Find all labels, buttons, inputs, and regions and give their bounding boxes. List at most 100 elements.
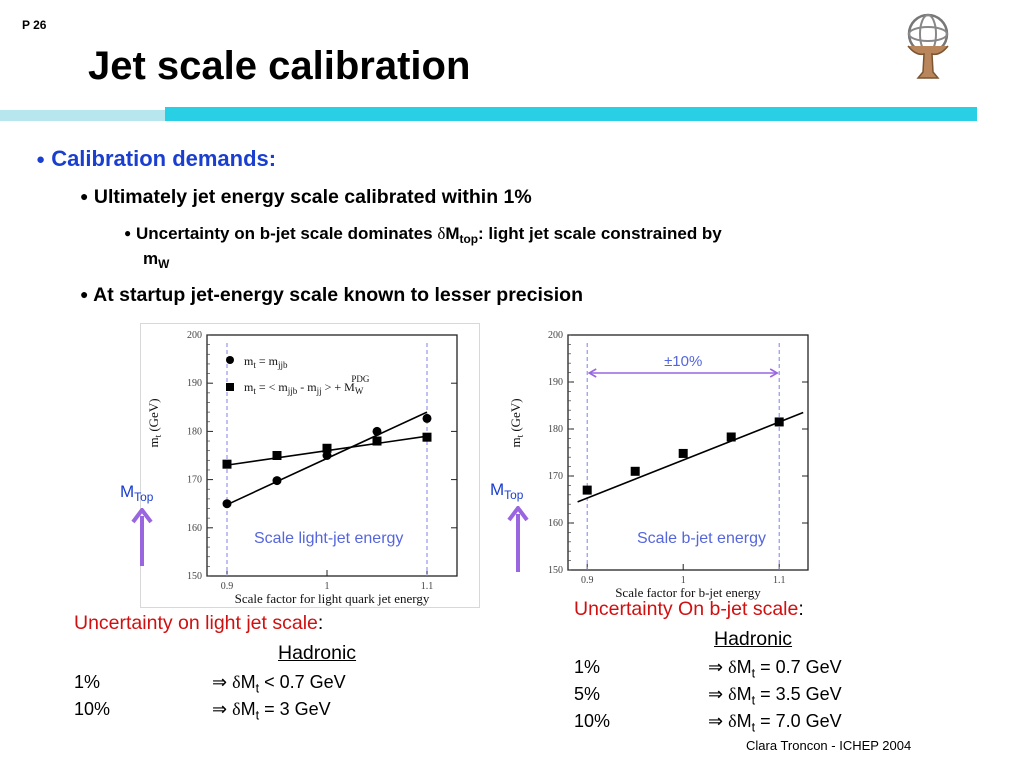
m-symbol: M	[240, 699, 256, 719]
legend-square-marker	[226, 383, 234, 391]
bullet-uncertainty-bjet: ● Uncertainty on b-jet scale dominates δ…	[124, 224, 722, 247]
data-point-circle	[372, 426, 382, 436]
bullet-text: At startup jet-energy scale known to les…	[93, 284, 583, 306]
data-point-square	[678, 448, 688, 458]
data-point-circle	[222, 499, 232, 509]
implies-arrow: ⇒	[708, 684, 724, 704]
data-point-square	[630, 466, 640, 476]
y-tick-label: 160	[187, 523, 202, 534]
uncertainty-percent: 1%	[74, 672, 101, 692]
bullet-calibration-demands: ● Calibration demands:	[36, 146, 276, 172]
implies-arrow: ⇒	[708, 657, 724, 677]
x-tick-label: 1.1	[773, 575, 786, 586]
range-label: ±10%	[664, 353, 702, 370]
subscript-t: t	[751, 693, 756, 708]
mass-value: = 7.0 GeV	[760, 711, 842, 731]
title-rule	[165, 107, 977, 121]
m-symbol: m	[143, 249, 159, 268]
bullet-text: Uncertainty on b-jet scale dominates	[135, 224, 438, 243]
y-axis-label: mt (GeV)	[508, 398, 525, 447]
subscript-top: top	[459, 232, 479, 247]
bullet-text-cont: : light jet scale constrained by	[478, 224, 722, 243]
y-tick-label: 150	[187, 571, 202, 582]
mass-value: = 3 GeV	[264, 699, 331, 719]
y-tick-label: 200	[548, 330, 563, 341]
x-tick-label: 1.1	[421, 581, 434, 592]
title-rule-light	[0, 110, 165, 121]
bullet-startup: ● At startup jet-energy scale known to l…	[80, 284, 583, 307]
subscript-t: t	[751, 720, 756, 735]
range-arrow-right-icon	[769, 368, 779, 378]
legend-entry-1: mt = mjjb	[244, 354, 288, 370]
right-mtop-label: MTop	[490, 480, 524, 503]
mass-value: = 0.7 GeV	[760, 657, 842, 677]
uncertainty-percent: 10%	[74, 699, 111, 719]
x-tick-label: 0.9	[221, 581, 234, 592]
mass-value: = 3.5 GeV	[760, 684, 842, 704]
data-point-square	[726, 432, 736, 442]
m-symbol: M	[445, 224, 460, 243]
legend-entry-2: mt = < mjjb - mjj > + MWPDG	[244, 374, 370, 396]
page-number: P 26	[22, 18, 47, 32]
bullet-dot: ●	[124, 226, 132, 240]
delta-symbol: δ	[728, 657, 737, 677]
delta-symbol: δ	[232, 672, 241, 692]
y-tick-label: 200	[187, 330, 202, 341]
y-tick-label: 190	[187, 378, 202, 389]
y-tick-label: 160	[548, 518, 563, 529]
data-point-square	[222, 459, 232, 469]
m-symbol: M	[736, 684, 752, 704]
left-uncertainty-title: Uncertainty on light jet scale:	[74, 612, 324, 634]
uncertainty-result: ⇒ δMt = 3.5 GeV	[708, 684, 842, 708]
credit-footer: Clara Troncon - ICHEP 2004	[746, 738, 912, 753]
left-hadronic: Hadronic	[278, 642, 357, 664]
y-tick-label: 180	[187, 426, 202, 437]
plot-frame	[206, 334, 458, 577]
subscript-t: t	[751, 666, 756, 681]
y-tick-label: 180	[548, 424, 563, 435]
left-caption: Scale light-jet energy	[254, 530, 404, 548]
y-tick-label: 170	[548, 471, 563, 482]
uncertainty-result: ⇒ δMt = 3 GeV	[212, 699, 331, 722]
bullet-text: Ultimately jet energy scale calibrated w…	[93, 186, 532, 208]
x-tick-label: 1	[681, 575, 686, 586]
uncertainty-percent: 5%	[574, 684, 601, 704]
left-mtop-label: MTop	[120, 482, 154, 505]
uncertainty-result: ⇒ δMt < 0.7 GeV	[212, 672, 346, 696]
x-tick-label: 0.9	[581, 575, 594, 586]
bullet-text: Calibration demands:	[51, 146, 277, 171]
right-hadronic: Hadronic	[714, 628, 793, 650]
mass-value: < 0.7 GeV	[264, 672, 346, 692]
atlas-logo-icon	[907, 13, 949, 79]
right-chart: 150 160 170 180 190 200 0.9 1 1.1 Scale factor fo…	[508, 330, 809, 600]
uncertainty-percent: 10%	[574, 711, 611, 731]
m-symbol: M	[736, 657, 752, 677]
y-tick-label: 150	[548, 565, 563, 576]
data-point-circle	[322, 451, 332, 460]
bullet-mw: mW	[143, 249, 169, 270]
m-symbol: M	[240, 672, 256, 692]
slide-title: Jet scale calibration	[88, 44, 471, 88]
range-arrow-left-icon	[587, 368, 597, 378]
y-tick-label: 190	[548, 377, 563, 388]
left-up-arrow-icon	[131, 508, 153, 566]
data-point-square	[774, 417, 784, 427]
x-axis-label: Scale factor for b-jet energy	[615, 585, 761, 600]
right-caption: Scale b-jet energy	[637, 530, 766, 548]
left-legend: mt = mjjb mt = < mjjb - mjj > + MWPDG	[226, 354, 370, 396]
bullet-dot: ●	[80, 188, 89, 204]
right-up-arrow-icon	[507, 506, 529, 572]
data-point-square	[422, 432, 432, 442]
data-point-square	[272, 451, 282, 460]
x-axis-label: Scale factor for light quark jet energy	[235, 591, 430, 606]
legend-circle-marker	[226, 356, 234, 364]
fit-line	[577, 411, 804, 503]
data-point-square	[372, 436, 382, 446]
subscript-t: t	[255, 681, 260, 696]
delta-symbol: δ	[437, 224, 446, 243]
data-point-circle	[422, 413, 432, 423]
y-axis-label: mt (GeV)	[146, 398, 163, 447]
implies-arrow: ⇒	[212, 672, 228, 692]
data-point-square	[582, 485, 592, 495]
